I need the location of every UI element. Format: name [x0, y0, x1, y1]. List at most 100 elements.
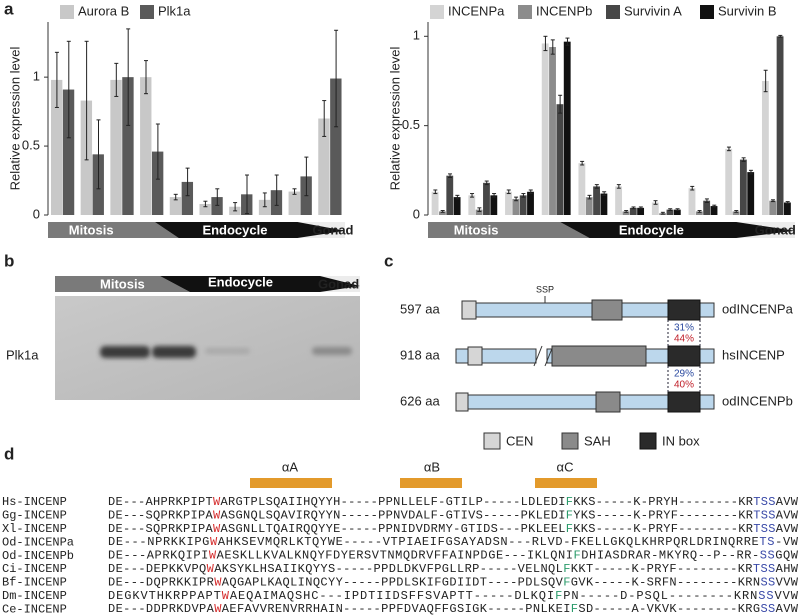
sequence: DE---DEPKKVPQWAKSYKLHSAIIKQYYS-----PPDLD…	[108, 562, 799, 576]
bar	[651, 202, 659, 215]
error-bar	[602, 191, 607, 196]
sequence: DE---DDPRKDVPAWAEFAVVRENVRRHAIN-----PPFD…	[108, 602, 799, 615]
bar	[468, 195, 476, 215]
error-bar	[638, 206, 643, 210]
bar	[318, 118, 330, 215]
bar	[710, 206, 718, 215]
error-bar	[748, 169, 753, 175]
cen-domain	[467, 346, 483, 366]
helix	[535, 478, 597, 488]
error-bar	[704, 198, 709, 203]
bar	[585, 197, 593, 215]
bar	[431, 191, 439, 215]
sequence: DEGKVTHKRPPAPTWAEQAIMAQSHC---IPDTIIDSFFS…	[108, 589, 799, 603]
bar	[512, 198, 520, 215]
y-tick-label: 0.5	[22, 138, 40, 153]
stage-label: Mitosis	[100, 276, 145, 291]
error-bar	[114, 62, 119, 97]
stage-label: Gonad	[755, 222, 796, 237]
sequence: DE---DQPRKKIPRWAQGAPLKAQLINQCYY-----PPDL…	[108, 576, 799, 590]
helix-row: αA αB αC	[250, 459, 597, 488]
bar	[783, 202, 791, 215]
error-bar	[712, 204, 717, 208]
bar	[747, 172, 755, 215]
blot-band	[312, 347, 352, 355]
bar-chart: 0 0.5 1 Relative expression level INCENPa INC…	[387, 3, 796, 238]
sequence-name: Dm-INCENP	[2, 589, 67, 603]
error-bar	[521, 193, 526, 198]
error-bar	[173, 193, 178, 201]
bar	[211, 197, 223, 215]
bar	[549, 47, 556, 215]
error-bar	[203, 200, 208, 208]
legend-swatch	[639, 432, 657, 450]
stage-band	[560, 222, 795, 238]
error-bar	[262, 192, 267, 208]
bar	[288, 191, 300, 215]
error-bar	[144, 60, 149, 95]
error-bar	[741, 157, 746, 162]
stage-label: Endocycle	[619, 222, 684, 237]
legend-swatch	[606, 5, 620, 19]
bar	[695, 211, 703, 215]
legend-label: IN box	[662, 433, 700, 448]
bar	[761, 80, 769, 215]
legend-label: Aurora B	[78, 3, 129, 18]
protein-name: odINCENPb	[722, 393, 793, 408]
error-bar	[66, 40, 71, 139]
panel-label: b	[4, 251, 14, 270]
legend-swatch	[518, 5, 532, 19]
blot-band	[152, 346, 196, 358]
error-bar	[558, 94, 563, 114]
y-tick-label: 1	[33, 69, 40, 84]
error-bar	[433, 189, 438, 195]
bar	[169, 197, 182, 215]
bar	[600, 193, 608, 215]
error-bar	[470, 193, 475, 198]
bar	[563, 41, 571, 215]
bar	[578, 163, 586, 215]
bar	[541, 43, 549, 215]
alignment: Hs-INCENP DE---AHPRKPIPTWARGTPLSQAIIHQYYH…	[2, 495, 799, 615]
error-bar	[675, 208, 680, 212]
protein-length: 918 aa	[400, 347, 441, 362]
helix	[400, 478, 462, 488]
panel-label: c	[384, 251, 393, 270]
bar	[688, 188, 696, 215]
y-tick-label: 1	[413, 28, 420, 43]
error-bar	[726, 146, 731, 152]
error-bar	[580, 160, 585, 166]
bar	[769, 200, 777, 215]
stage-band	[428, 222, 590, 238]
panel-label: a	[4, 0, 14, 18]
protein-length: 626 aa	[400, 393, 441, 408]
identity: 31%	[674, 323, 694, 334]
bar	[556, 104, 564, 215]
bar	[739, 159, 747, 215]
break-mark	[533, 345, 543, 367]
bar	[453, 197, 461, 215]
bar	[446, 175, 454, 215]
error-bar	[624, 210, 629, 213]
sah-domain	[595, 391, 621, 413]
inbox-domain	[667, 345, 701, 367]
sequence-name: Bf-INCENP	[2, 576, 67, 590]
legend-swatch	[700, 5, 714, 19]
legend-swatch	[140, 5, 154, 19]
bar	[151, 151, 164, 215]
inbox-domain	[667, 299, 701, 321]
error-bar	[660, 211, 665, 215]
domain-panel: 597 aa 918 aa 626 aa odINCENPa hsINCENP …	[400, 284, 794, 450]
bar	[50, 79, 63, 216]
bar	[475, 209, 483, 215]
bar	[62, 89, 75, 215]
error-bar	[668, 208, 673, 212]
error-bar	[233, 202, 238, 212]
blot-band	[205, 348, 250, 354]
bar	[527, 191, 534, 215]
stage-band	[48, 222, 179, 238]
bar	[490, 195, 498, 215]
error-bar	[477, 207, 482, 212]
error-bar	[631, 206, 636, 210]
